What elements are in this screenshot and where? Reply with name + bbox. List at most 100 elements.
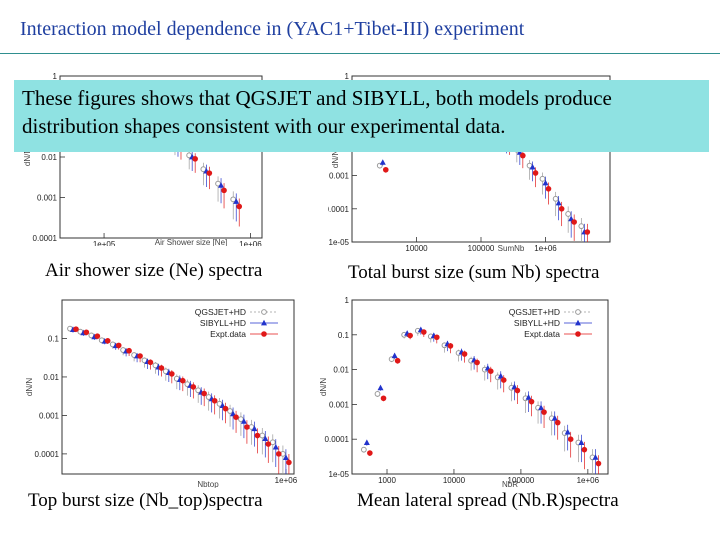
y-tick-label: 0.1 <box>338 331 350 340</box>
data-point <box>104 337 111 344</box>
data-point <box>211 397 218 404</box>
plot-frame <box>61 299 295 475</box>
data-point <box>394 357 401 364</box>
data-point <box>269 439 276 446</box>
caption-sum-nb-spectra: Total burst size (sum Nb) spectra <box>348 262 600 283</box>
data-point <box>500 377 507 383</box>
data-point <box>265 441 272 447</box>
x-axis-label: SumNb <box>498 244 525 252</box>
data-point <box>262 435 269 441</box>
data-point <box>592 454 599 460</box>
data-point <box>578 439 585 445</box>
data-point <box>221 187 227 194</box>
data-point <box>529 163 536 170</box>
data-point <box>240 418 247 424</box>
y-tick-label: 1 <box>345 296 350 305</box>
x-axis-label: Air Shower size [Ne] <box>155 238 227 246</box>
data-point <box>555 199 562 206</box>
data-point <box>115 342 122 349</box>
y-tick-label: 0.0001 <box>33 234 58 243</box>
data-point <box>474 359 480 366</box>
data-point <box>158 365 165 371</box>
legend-marker <box>261 331 267 337</box>
data-point <box>551 415 558 421</box>
data-point <box>360 446 367 453</box>
data-point <box>538 404 545 411</box>
data-point <box>286 459 292 466</box>
legend-marker <box>261 309 267 315</box>
data-point <box>73 326 79 332</box>
data-point <box>259 432 266 439</box>
data-point <box>251 425 258 432</box>
data-point <box>565 211 572 217</box>
data-point <box>282 454 289 461</box>
data-point <box>528 398 535 405</box>
legend-label: Expt.data <box>524 329 560 339</box>
data-point <box>192 156 198 162</box>
y-tick-label: 1e-05 <box>329 470 350 479</box>
data-point <box>541 409 547 415</box>
data-point <box>374 391 381 397</box>
data-point <box>497 372 504 379</box>
x-tick-label: 10000 <box>443 476 466 485</box>
legend-label: SIBYLL+HD <box>514 318 560 328</box>
nb-top-spectrum-plot: 0.0001 0.001 0.01 0.1 1e+06 Nbtop dN/N QGSJET+H… <box>22 292 307 488</box>
data-point <box>567 436 574 442</box>
data-point <box>554 419 561 426</box>
x-tick-label: 1e+06 <box>239 240 262 246</box>
data-point <box>545 186 552 192</box>
data-point <box>552 195 559 202</box>
data-point <box>407 332 413 339</box>
chart-svg: 0.0001 0.001 0.01 0.1 1e+06 Nbtop dN/N QGSJET+H… <box>25 299 298 488</box>
data-point <box>391 352 398 359</box>
y-axis-label: dN/N <box>331 150 340 168</box>
conclusion-banner: These figures shows that QGSJET and SIBY… <box>14 80 709 152</box>
data-point <box>433 334 440 341</box>
x-tick-label: 1000 <box>378 476 396 485</box>
x-tick-label: 1e+05 <box>93 240 116 246</box>
data-point <box>595 460 602 467</box>
legend-marker <box>575 331 581 337</box>
y-tick-label: 0.001 <box>329 172 350 181</box>
data-point <box>542 179 549 186</box>
y-tick-label: 0.0001 <box>35 450 60 459</box>
data-point <box>137 353 143 359</box>
data-point <box>222 405 229 412</box>
data-point <box>520 152 526 159</box>
plot-frame <box>351 299 609 475</box>
legend-label: Expt.data <box>210 329 246 339</box>
data-point <box>94 333 101 339</box>
data-point <box>461 351 468 357</box>
title-divider <box>0 53 720 54</box>
data-point <box>233 414 239 420</box>
data-point <box>275 451 282 457</box>
data-point <box>525 394 532 400</box>
y-axis-label: dN/N <box>319 378 328 396</box>
data-point <box>236 203 243 210</box>
data-point <box>169 371 175 377</box>
data-point <box>447 343 454 349</box>
x-tick-label: 100000 <box>468 244 495 252</box>
data-point <box>571 219 577 225</box>
y-tick-label: 1 <box>53 72 58 81</box>
y-tick-label: 1 <box>345 72 350 81</box>
data-point <box>558 206 565 212</box>
data-point <box>379 159 386 165</box>
x-tick-label: 10000 <box>405 244 428 252</box>
data-point <box>578 223 585 230</box>
legend-marker <box>575 309 581 315</box>
y-tick-label: 0.001 <box>37 194 58 203</box>
x-axis-label: NbR <box>502 480 518 488</box>
data-point <box>83 329 90 336</box>
y-tick-label: 0.01 <box>333 366 349 375</box>
y-axis-label: dN/N <box>23 148 32 166</box>
y-tick-label: 1e-05 <box>329 238 350 247</box>
x-axis-label: Nbtop <box>197 480 219 488</box>
data-point <box>584 229 591 235</box>
x-tick-label: 1e+06 <box>577 476 600 485</box>
caption-nb-top-spectra: Top burst size (Nb_top)spectra <box>28 490 263 511</box>
caption-ne-spectra: Air shower size (Ne) spectra <box>45 260 263 281</box>
data-point <box>227 408 233 414</box>
data-point <box>180 377 186 384</box>
legend-label: QGSJET+HD <box>195 307 246 317</box>
